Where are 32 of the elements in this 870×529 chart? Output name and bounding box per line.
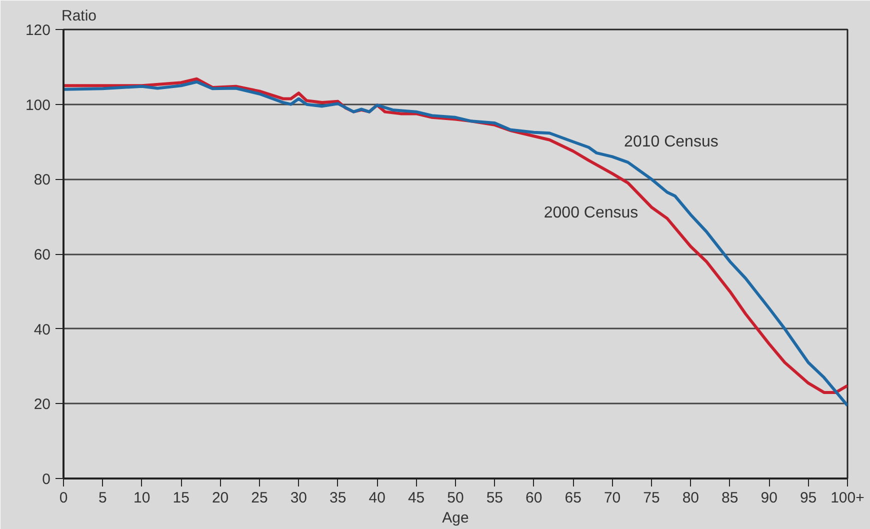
y-tick-label: 80 xyxy=(34,172,51,189)
y-tick-label: 120 xyxy=(25,22,51,39)
x-tick-label: 25 xyxy=(251,490,268,506)
x-tick-label: 45 xyxy=(408,490,425,506)
x-tick-label: 55 xyxy=(486,490,504,506)
x-tick-label: 0 xyxy=(59,490,68,506)
x-tick-label: 85 xyxy=(722,490,738,506)
x-tick-label: 40 xyxy=(368,490,386,506)
y-tick-label: 40 xyxy=(34,321,51,338)
y-axis-title: Ratio xyxy=(62,8,97,24)
x-tick-label: 50 xyxy=(447,490,464,506)
x-tick-label: 35 xyxy=(330,490,346,506)
x-tick-label: 10 xyxy=(134,490,150,506)
y-tick-label: 100 xyxy=(25,96,51,114)
x-tick-label: 5 xyxy=(98,490,107,506)
y-tick-label: 20 xyxy=(34,396,51,414)
series-label: 2000 Census xyxy=(544,204,638,222)
series-label: 2010 Census xyxy=(624,133,718,150)
x-tick-label: 15 xyxy=(172,490,190,506)
x-tick-label: 70 xyxy=(604,490,621,506)
x-tick-label: 100+ xyxy=(830,490,865,506)
x-tick-label: 75 xyxy=(643,490,660,506)
x-tick-label: 95 xyxy=(800,490,817,506)
x-tick-label: 30 xyxy=(290,490,308,506)
x-tick-label: 90 xyxy=(760,490,778,506)
x-axis-title: Age xyxy=(442,510,469,526)
y-tick-label: 0 xyxy=(42,471,50,488)
x-tick-label: 60 xyxy=(526,490,542,506)
x-tick-label: 20 xyxy=(212,490,229,506)
y-tick-label: 60 xyxy=(34,246,51,264)
x-tick-label: 65 xyxy=(564,490,582,506)
x-tick-label: 80 xyxy=(682,490,700,506)
